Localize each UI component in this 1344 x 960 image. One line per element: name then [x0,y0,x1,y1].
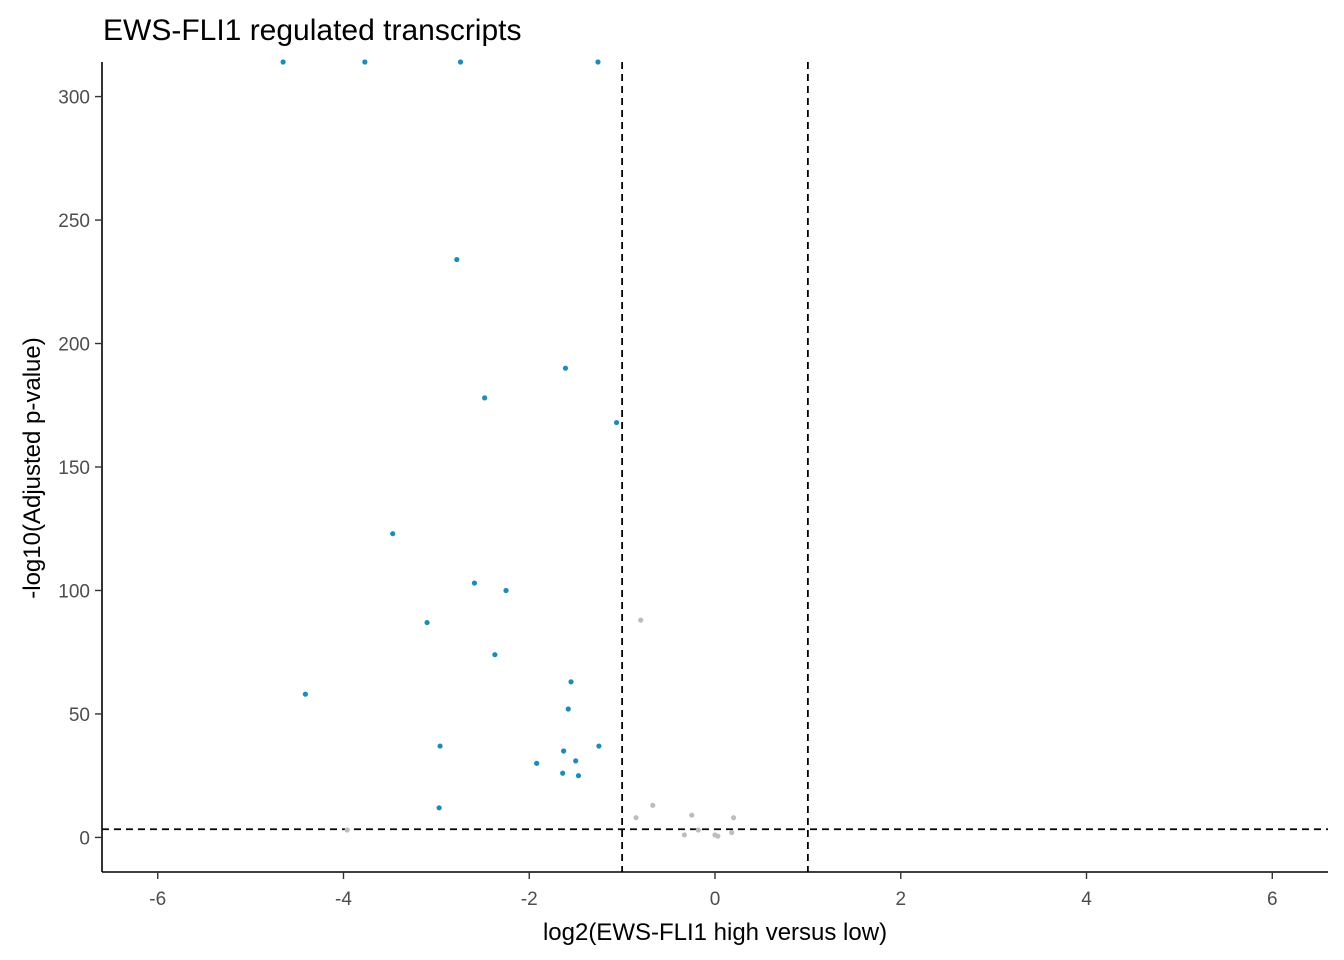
non-significant-point [695,827,701,833]
non-significant-point [344,827,350,833]
y-tick-label: 150 [58,458,90,479]
significant-point [482,395,488,401]
significant-point [561,748,567,754]
significant-point [280,59,286,65]
significant-point [568,679,574,685]
x-tick-label: -2 [521,889,538,910]
significant-point [503,587,509,594]
y-tick-label: 0 [79,828,90,849]
non-significant-point [681,832,687,838]
y-tick-label: 300 [58,88,90,109]
y-tick-label: 200 [58,335,90,356]
y-axis-ticks: 0 50 100 150 200 250 300 [58,88,102,849]
significant-point [562,365,569,371]
significant-point [424,619,430,626]
non-significant-point [650,802,656,808]
significant-point [454,256,460,263]
significant-point [595,59,601,65]
x-tick-label: 4 [1081,889,1092,910]
non-significant-point [633,815,639,821]
non-significant-point [689,812,695,818]
significant-point [596,743,602,749]
non-significant-point [715,833,721,839]
x-axis-ticks: -6 -4 -2 0 2 4 6 [149,872,1278,910]
chart-title: EWS-FLI1 regulated transcripts [103,14,522,47]
significant-point [534,760,540,766]
non-significant-point [638,617,644,623]
x-axis-title: log2(EWS-FLI1 high versus low) [543,919,887,946]
x-tick-label: 6 [1267,889,1278,910]
reference-lines [102,62,1328,872]
significant-point [457,59,464,65]
y-tick-label: 100 [58,581,90,602]
x-tick-label: 2 [895,889,906,910]
y-tick-label: 250 [58,211,90,232]
significant-point [565,706,571,712]
significant-point [560,770,566,776]
data-points [280,59,737,839]
non-significant-point [730,815,737,821]
significant-point [492,652,498,658]
x-tick-label: 0 [710,889,721,910]
significant-point [302,691,309,697]
y-tick-label: 50 [69,705,90,726]
significant-point [436,805,442,811]
x-tick-label: -4 [335,889,352,910]
significant-point [390,531,396,537]
significant-point [613,419,620,426]
significant-point [437,743,443,749]
significant-point [575,773,582,779]
x-tick-label: -6 [149,889,166,910]
significant-point [573,758,579,764]
significant-point [471,580,478,586]
significant-point [362,59,368,65]
y-axis-title: -log10(Adjusted p-value) [19,337,46,598]
non-significant-point [729,829,735,836]
